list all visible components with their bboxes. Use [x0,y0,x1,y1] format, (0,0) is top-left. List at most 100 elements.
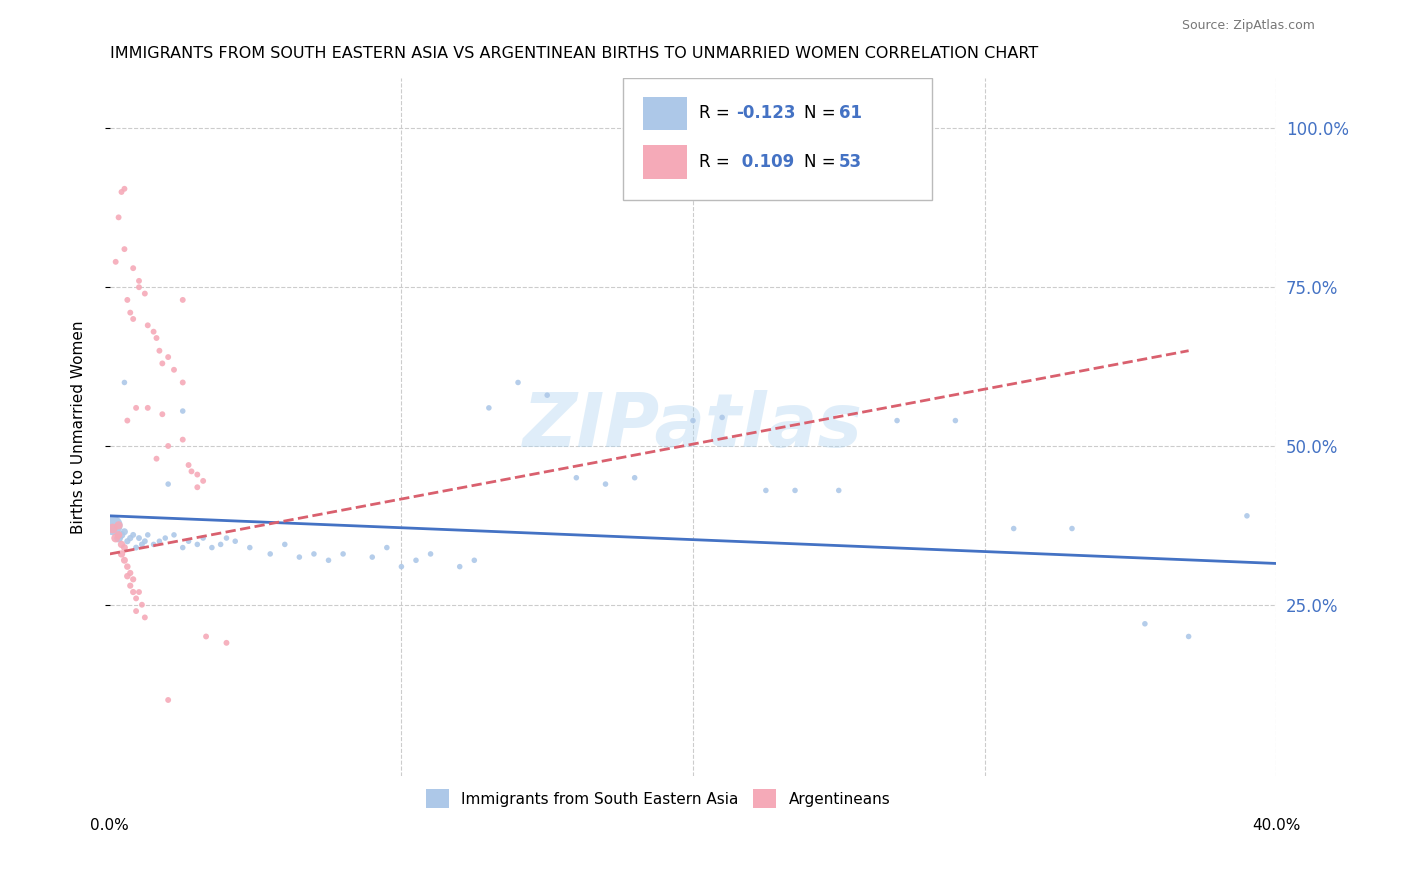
Point [136,528,159,542]
Text: R =: R = [699,153,735,171]
Point [195,630,218,644]
Point [201,541,224,555]
Point [150,407,173,421]
Point [536,388,558,402]
Point [104,255,127,269]
Point [112,553,135,567]
Point [405,553,427,567]
Point [104,531,127,545]
Point [145,451,167,466]
Point [172,433,194,447]
Point [239,541,262,555]
Text: 53: 53 [839,153,862,171]
Point [172,404,194,418]
Text: R =: R = [699,104,735,122]
Point [122,572,145,586]
Point [120,531,142,545]
Point [136,318,159,333]
Point [259,547,281,561]
Point [623,471,645,485]
Point [142,325,165,339]
Point [828,483,851,498]
Point [112,242,135,256]
Point [755,483,778,498]
Text: 61: 61 [839,104,862,122]
Point [136,401,159,415]
Point [117,569,139,583]
Point [332,547,354,561]
Point [177,534,200,549]
Point [224,534,246,549]
Point [682,413,704,427]
Text: IMMIGRANTS FROM SOUTH EASTERN ASIA VS ARGENTINEAN BIRTHS TO UNMARRIED WOMEN CORR: IMMIGRANTS FROM SOUTH EASTERN ASIA VS AR… [110,46,1038,62]
Point [117,534,139,549]
Point [150,356,173,370]
Point [107,518,129,533]
Point [172,293,194,307]
Point [125,604,148,618]
Point [117,559,139,574]
Point [886,413,908,427]
Point [134,534,156,549]
Point [128,274,150,288]
Point [449,559,471,574]
Point [163,528,186,542]
Text: 40.0%: 40.0% [1251,818,1301,833]
Point [112,182,135,196]
Point [120,305,142,319]
Text: 0.109: 0.109 [737,153,794,171]
Point [142,537,165,551]
Point [186,467,208,482]
Point [112,524,135,539]
Point [1133,616,1156,631]
Point [711,410,734,425]
Point [1236,508,1258,523]
Point [131,598,153,612]
Point [215,636,238,650]
Point [478,401,501,415]
Point [157,439,180,453]
Point [157,693,180,707]
Point [172,541,194,555]
FancyBboxPatch shape [623,78,932,200]
Point [191,531,214,545]
Bar [643,96,688,130]
Point [110,537,132,551]
Point [945,413,967,427]
Point [101,518,124,533]
Point [122,261,145,276]
Point [375,541,398,555]
Point [110,528,132,542]
Point [783,483,806,498]
Point [215,531,238,545]
Text: Source: ZipAtlas.com: Source: ZipAtlas.com [1181,19,1315,31]
Point [131,537,153,551]
Point [506,376,529,390]
Point [117,413,139,427]
Point [107,528,129,542]
Point [125,591,148,606]
Point [117,293,139,307]
Point [186,537,208,551]
Point [274,537,297,551]
Point [128,280,150,294]
Point [120,566,142,580]
Point [180,464,202,478]
Text: 0.0%: 0.0% [90,818,129,833]
Point [122,585,145,599]
Point [595,477,617,491]
Point [101,522,124,536]
Point [302,547,325,561]
Point [177,458,200,472]
Point [389,559,412,574]
Point [112,541,135,555]
Point [1177,630,1199,644]
Point [157,350,180,364]
Point [107,211,129,225]
Point [134,610,156,624]
Point [318,553,340,567]
Point [128,531,150,545]
Text: N =: N = [804,104,841,122]
Point [565,471,588,485]
Point [120,579,142,593]
